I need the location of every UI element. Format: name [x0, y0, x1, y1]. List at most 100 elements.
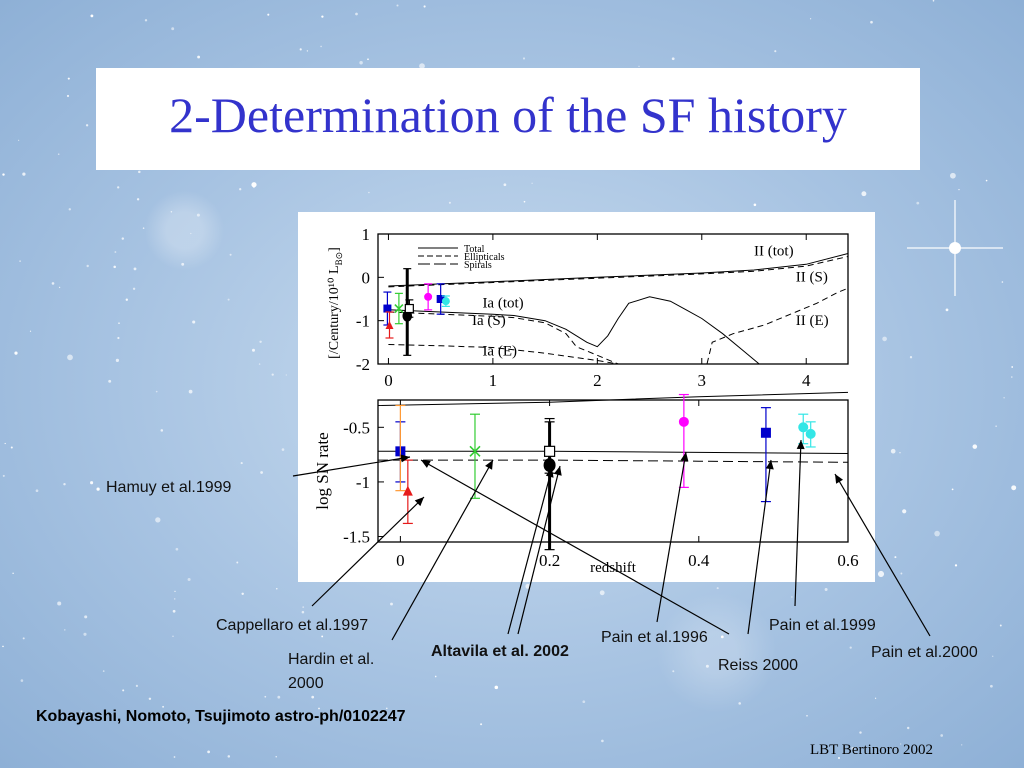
star — [57, 601, 62, 606]
star — [57, 153, 60, 155]
star — [20, 679, 24, 682]
panel-a-xtick-label: 3 — [698, 371, 707, 390]
marker-open-square — [404, 303, 414, 314]
star — [132, 287, 136, 290]
star — [480, 723, 483, 726]
label-hardin-line1: Hardin et al. — [288, 651, 375, 668]
star — [419, 63, 425, 69]
star — [63, 482, 66, 486]
arrow-hamuy-head — [400, 454, 410, 463]
star — [29, 330, 32, 332]
star — [19, 260, 21, 262]
star — [67, 354, 73, 361]
star — [321, 635, 324, 638]
star — [1003, 397, 1005, 399]
star — [849, 646, 852, 649]
star — [236, 561, 239, 564]
marker-circle — [678, 416, 689, 427]
star — [523, 200, 526, 203]
star — [260, 471, 263, 474]
star — [171, 27, 175, 31]
star — [155, 390, 158, 393]
star — [187, 577, 191, 582]
star — [870, 20, 873, 24]
star — [423, 5, 426, 8]
star — [359, 60, 363, 65]
star — [899, 452, 901, 454]
star — [281, 448, 285, 451]
star — [945, 308, 949, 312]
star — [301, 610, 305, 614]
star — [64, 629, 66, 631]
star — [113, 265, 116, 269]
star — [2, 474, 5, 477]
marker-open-square — [543, 445, 556, 457]
label-hardin-line2: 2000 — [288, 675, 324, 692]
star — [251, 182, 257, 188]
star — [990, 684, 993, 688]
marker-square — [436, 295, 445, 303]
star — [774, 50, 777, 53]
star — [4, 442, 6, 445]
star — [144, 19, 148, 22]
star — [35, 489, 39, 493]
panel-a-ytick-label: 1 — [362, 225, 371, 244]
panel-a-xtick-label: 2 — [593, 371, 602, 390]
star — [368, 191, 370, 194]
star — [390, 602, 393, 606]
star — [991, 655, 994, 658]
panel-a-frame — [377, 233, 849, 365]
slide-title: 2-Determination of the SF history — [169, 87, 847, 143]
star — [80, 710, 83, 713]
star — [83, 632, 87, 636]
label-pain1999: Pain et al.1999 — [769, 617, 876, 634]
panel-b-model-line — [378, 459, 849, 463]
sn-rate-chart: 0 1 2 3 4 1 0 -1 -2 [/Century/10¹⁰ LB⊙] TotalEllip… — [313, 225, 859, 576]
star — [1011, 376, 1013, 378]
curve-label: II (S) — [796, 270, 828, 286]
star — [672, 670, 675, 673]
star — [367, 58, 369, 61]
legend-label: Spirals — [464, 260, 492, 271]
panel-b-xtick-label: 0.4 — [688, 551, 710, 570]
star — [155, 517, 161, 523]
star — [851, 746, 855, 751]
curve-label: Ia (E) — [482, 343, 517, 359]
marker-circle — [798, 422, 809, 433]
star — [894, 556, 897, 559]
star — [738, 702, 741, 705]
star — [494, 685, 499, 690]
star — [838, 757, 840, 759]
star — [705, 664, 709, 668]
star — [66, 94, 70, 98]
panel-b-xlabel: redshift — [590, 560, 637, 576]
legend-label: Total — [464, 244, 485, 255]
star — [909, 356, 913, 359]
star — [940, 734, 944, 737]
arrow-cappellaro-head — [414, 497, 424, 507]
star — [299, 48, 302, 51]
label-cappellaro: Cappellaro et al.1997 — [216, 617, 369, 634]
star — [67, 77, 70, 80]
star — [347, 661, 350, 664]
arrow-hardin — [391, 459, 494, 641]
star — [172, 635, 174, 637]
star — [311, 695, 315, 699]
star — [874, 697, 877, 699]
star — [173, 756, 176, 758]
star — [162, 705, 165, 708]
star — [102, 670, 105, 672]
star — [882, 336, 887, 342]
star — [890, 448, 896, 454]
star — [601, 739, 604, 743]
star — [824, 588, 828, 591]
star — [90, 14, 94, 18]
star — [531, 182, 533, 184]
arrow-pain2000-head — [835, 474, 844, 484]
star — [716, 587, 719, 590]
arrow-hardin-head — [485, 460, 493, 470]
star — [181, 262, 185, 266]
panel-a-ylabel: [/Century/10¹⁰ LB⊙] — [327, 247, 344, 359]
star — [58, 286, 61, 289]
star — [344, 713, 348, 716]
